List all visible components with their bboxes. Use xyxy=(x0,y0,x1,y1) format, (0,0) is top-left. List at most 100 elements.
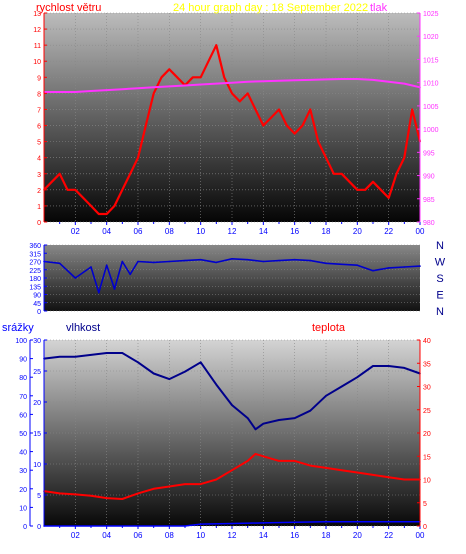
climate-panel-series xyxy=(43,352,421,527)
wind-direction-line-point xyxy=(262,260,265,263)
y-tick-label: 1 xyxy=(37,204,41,211)
x-tick-label: 06 xyxy=(134,227,143,236)
temperature-line-point xyxy=(309,464,312,467)
wind-speed-line-point xyxy=(51,181,53,183)
pressure-line-point xyxy=(152,86,155,89)
wind-speed-line-point xyxy=(348,181,351,183)
y-tick-label: 995 xyxy=(423,150,435,157)
humidity-line-point xyxy=(184,370,186,373)
wind-direction-line-point xyxy=(246,258,249,261)
wind-direction-line-point xyxy=(419,265,421,267)
y-tick-label: 10 xyxy=(19,505,27,512)
y-tick-label: 10 xyxy=(33,59,41,66)
x-tick-label: 08 xyxy=(165,531,174,540)
wind-speed-line-point xyxy=(309,108,312,111)
pressure-line-point xyxy=(293,79,296,82)
x-tick-label: 00 xyxy=(416,531,425,540)
x-tick-label: 10 xyxy=(196,531,205,540)
wind-speed-line-point xyxy=(113,205,116,207)
x-tick-label: 06 xyxy=(134,531,143,540)
wind-speed-line-point xyxy=(168,68,171,71)
x-tick-label: 18 xyxy=(322,531,331,540)
wind-speed-line-point xyxy=(231,92,233,95)
x-tick-label: 12 xyxy=(228,227,237,236)
pressure-axis-title: tlak xyxy=(370,2,388,14)
humidity-line-point xyxy=(325,395,327,397)
x-tick-label: 10 xyxy=(196,227,205,236)
pressure-line-point xyxy=(325,78,327,81)
x-tick-label: 16 xyxy=(290,531,299,540)
temperature-line-point xyxy=(262,455,265,458)
wind-speed-line-point xyxy=(333,172,335,175)
compass-direction-label: E xyxy=(436,290,443,302)
wind-speed-line-point xyxy=(192,76,194,79)
wind-speed-line-point xyxy=(262,124,265,127)
temperature-line-point xyxy=(340,469,343,472)
pressure-line-point xyxy=(58,91,61,93)
wind-speed-line-point xyxy=(364,189,366,191)
y-tick-label: 5 xyxy=(37,140,41,147)
y-tick-label: 10 xyxy=(423,478,431,485)
y-tick-label: 40 xyxy=(423,338,431,345)
y-tick-label: 5 xyxy=(423,501,427,508)
wind-speed-line-point xyxy=(278,108,280,111)
wind-speed-line-point xyxy=(160,76,163,79)
y-tick-label: 1000 xyxy=(423,127,439,134)
y-tick-label: 1005 xyxy=(423,104,439,111)
y-tick-label: 15 xyxy=(33,431,41,438)
pressure-line-point xyxy=(246,80,249,83)
wind-direction-line-point xyxy=(356,264,359,266)
pressure-line-point xyxy=(403,82,406,85)
rain-line-point xyxy=(293,521,296,524)
wind-speed-line-point xyxy=(215,44,218,46)
wind-direction-line xyxy=(43,257,421,294)
y-tick-label: 80 xyxy=(19,375,27,382)
wind-direction-line-point xyxy=(105,264,108,266)
rain-line-point xyxy=(231,522,233,525)
y-tick-label: 35 xyxy=(423,361,431,368)
y-tick-label: 3 xyxy=(37,172,41,179)
y-tick-label: 11 xyxy=(34,43,41,50)
wind-speed-line-point xyxy=(129,172,131,175)
temperature-line-point xyxy=(58,492,61,495)
x-tick-label: 02 xyxy=(71,227,80,236)
temperature-axis-title: teplota xyxy=(312,322,346,334)
pressure-line-point xyxy=(184,84,186,87)
wind-speed-line-point xyxy=(74,189,77,191)
y-tick-label: 15 xyxy=(423,454,431,461)
humidity-line-point xyxy=(168,378,171,380)
humidity-line-point xyxy=(309,409,312,412)
chart-title: 24 hour graph day : 18 September 2022 xyxy=(173,2,368,14)
wind-direction-line-point xyxy=(278,259,280,262)
humidity-line-point xyxy=(121,352,124,354)
temperature-line-point xyxy=(168,485,171,488)
y-tick-label: 1025 xyxy=(423,11,439,18)
x-tick-label: 22 xyxy=(384,531,393,540)
wind-speed-line-point xyxy=(317,140,319,143)
wind-panel-series xyxy=(43,44,422,216)
y-tick-label: 90 xyxy=(33,293,41,300)
pressure-line-point xyxy=(262,80,265,83)
temperature-line-point xyxy=(105,497,108,499)
wind-speed-line-point xyxy=(207,60,210,63)
wind-speed-line-point xyxy=(239,100,241,103)
y-tick-label: 13 xyxy=(33,11,41,18)
wind-speed-line-point xyxy=(246,92,249,95)
wind-speed-line-point xyxy=(356,189,359,191)
x-tick-label: 14 xyxy=(259,531,268,540)
wind-direction-line-point xyxy=(293,258,296,261)
wind-speed-line-point xyxy=(301,124,304,127)
humidity-line-point xyxy=(254,428,257,431)
pressure-line-point xyxy=(309,79,312,81)
humidity-line-point xyxy=(403,367,406,369)
humidity-line-point xyxy=(278,419,280,421)
wind-panel-axes: 02 04 06 08 10 12 14 16 18 20 22 000123456789101112… xyxy=(33,11,438,236)
humidity-line-point xyxy=(387,365,390,367)
y-tick-label: 50 xyxy=(19,431,27,438)
wind-speed-line-point xyxy=(199,76,202,79)
y-tick-label: 10 xyxy=(33,462,41,469)
humidity-line-point xyxy=(293,417,296,419)
humidity-line-point xyxy=(90,354,92,356)
